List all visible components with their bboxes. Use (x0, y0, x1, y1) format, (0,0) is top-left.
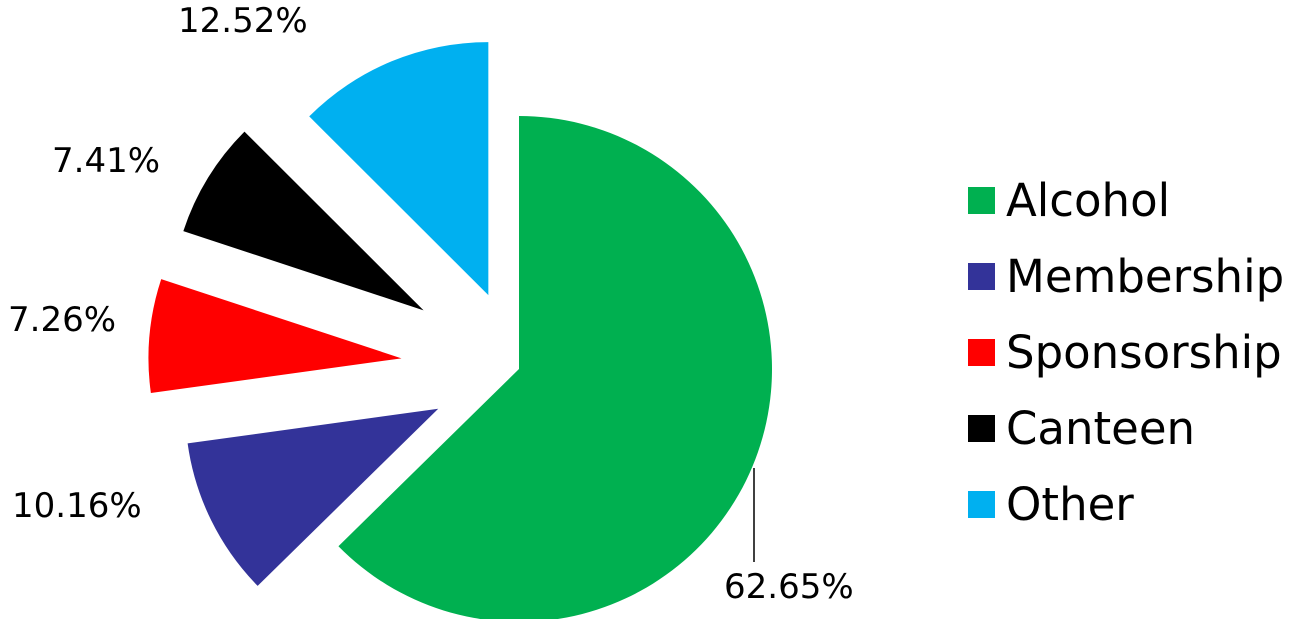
slice-sponsorship (148, 279, 402, 394)
legend-swatch-sponsorship (968, 338, 995, 366)
data-labels: 62.65% 10.16% 7.26% 7.41% 12.52% (8, 1, 854, 607)
legend-label-other: Other (1006, 477, 1134, 531)
legend-item-other: Other (968, 466, 1284, 542)
legend-label-membership: Membership (1006, 249, 1285, 303)
data-label-other: 12.52% (178, 1, 308, 41)
legend-label-alcohol: Alcohol (1006, 173, 1171, 227)
legend-item-membership: Membership (968, 238, 1284, 314)
legend-swatch-other (968, 490, 995, 518)
legend-item-alcohol: Alcohol (968, 162, 1284, 238)
legend: Alcohol Membership Sponsorship Canteen Other (968, 162, 1284, 542)
pie-slices (148, 42, 772, 619)
legend-swatch-canteen (968, 414, 995, 442)
legend-swatch-alcohol (968, 186, 995, 214)
slice-membership (187, 408, 439, 586)
data-label-membership: 10.16% (12, 486, 142, 526)
data-label-canteen: 7.41% (52, 141, 160, 181)
legend-item-sponsorship: Sponsorship (968, 314, 1284, 390)
legend-label-canteen: Canteen (1006, 401, 1196, 455)
legend-swatch-membership (968, 262, 995, 290)
slice-alcohol (338, 116, 772, 619)
data-label-alcohol: 62.65% (724, 567, 854, 607)
data-label-sponsorship: 7.26% (8, 300, 116, 340)
legend-item-canteen: Canteen (968, 390, 1284, 466)
slice-canteen (183, 131, 424, 311)
legend-label-sponsorship: Sponsorship (1006, 325, 1282, 379)
slice-other (309, 42, 489, 296)
